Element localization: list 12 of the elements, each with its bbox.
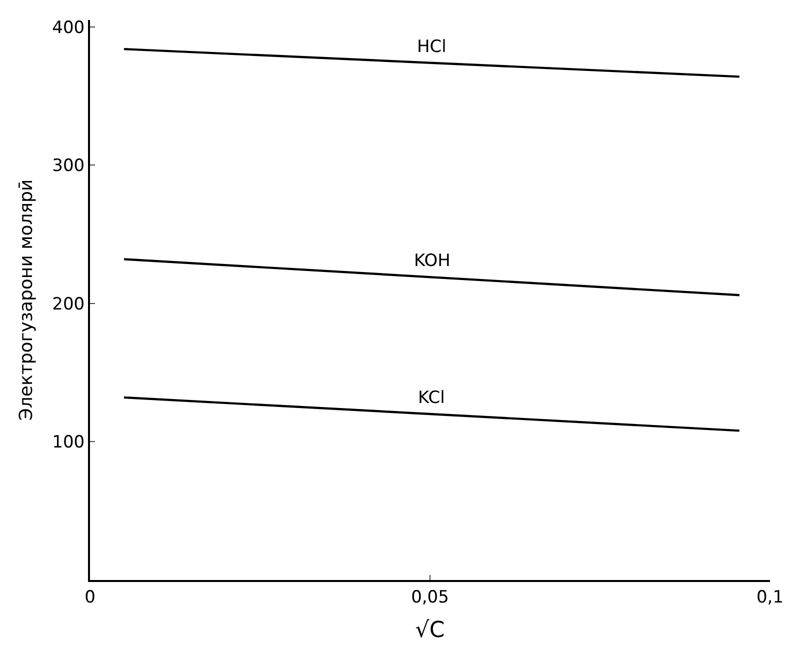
y-tick-label: 100 (52, 432, 85, 453)
y-tick-label: 200 (52, 294, 85, 314)
x-axis-title: √C (415, 618, 445, 643)
series-label: KOH (414, 251, 450, 271)
y-tick-label: 400 (52, 18, 85, 38)
y-axis-title: Электрогузарони молярӣ (16, 179, 37, 421)
series-label: KCl (418, 388, 445, 408)
x-tick-label: 0,05 (411, 587, 449, 608)
x-tick-label: 0,1 (756, 587, 784, 608)
x-tick-label: 0 (84, 587, 96, 608)
y-tick-label: 300 (52, 156, 85, 176)
series-label: HCl (417, 37, 446, 57)
